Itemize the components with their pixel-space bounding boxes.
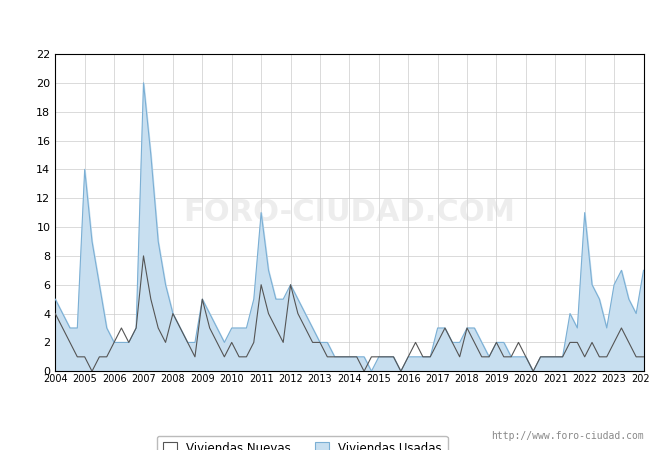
Text: http://www.foro-ciudad.com: http://www.foro-ciudad.com bbox=[491, 431, 644, 441]
Text: FORO-CIUDAD.COM: FORO-CIUDAD.COM bbox=[183, 198, 515, 227]
Text: Aroche - Evolucion del Nº de Transacciones Inmobiliarias: Aroche - Evolucion del Nº de Transaccion… bbox=[80, 16, 570, 31]
Legend: Viviendas Nuevas, Viviendas Usadas: Viviendas Nuevas, Viviendas Usadas bbox=[157, 436, 448, 450]
